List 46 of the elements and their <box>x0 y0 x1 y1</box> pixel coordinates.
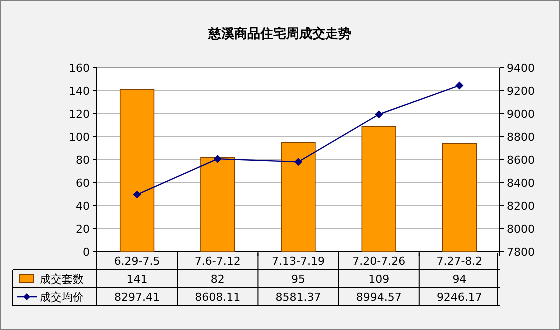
chart-title: 慈溪商品住宅周成交走势 <box>208 26 352 42</box>
data-label: 8994.57 <box>356 291 402 304</box>
point <box>214 155 222 164</box>
data-label: 8608.11 <box>195 291 241 304</box>
data-label: 141 <box>126 273 148 286</box>
point <box>456 82 464 90</box>
point <box>294 158 302 166</box>
y-tick-label: 100 <box>69 131 90 144</box>
y-tick-label: 80 <box>76 154 90 167</box>
y2-tick-label: 9400 <box>507 62 535 75</box>
y-tick-label: 140 <box>69 85 90 98</box>
y-tick-label: 40 <box>76 200 90 213</box>
x-tick-label: 7.27-8.2 <box>436 255 483 268</box>
data-label: 8581.37 <box>276 291 322 304</box>
point <box>133 190 142 199</box>
y-tick-label: 60 <box>76 177 90 190</box>
point <box>375 110 384 119</box>
bar <box>120 89 155 252</box>
y2-tick-label: 8400 <box>507 177 535 190</box>
bar <box>442 144 478 252</box>
data-label: 109 <box>368 273 390 286</box>
y2-tick-label: 8600 <box>507 154 535 167</box>
y-tick-label: 160 <box>69 62 90 75</box>
legend-label: 成交均价 <box>40 291 84 304</box>
y2-tick-label: 8200 <box>507 200 535 213</box>
bar <box>362 126 396 252</box>
y-tick-label: 0 <box>83 246 90 259</box>
data-label: 9246.17 <box>436 291 482 304</box>
data-label: 94 <box>452 273 467 286</box>
y2-tick-label: 9000 <box>507 108 535 121</box>
y2-tick-label: 9200 <box>507 85 535 98</box>
y2-tick-label: 8000 <box>507 223 535 236</box>
data-label: 95 <box>292 273 306 286</box>
data-label: 82 <box>210 273 225 286</box>
x-tick-label: 6.29-7.5 <box>114 255 160 268</box>
y2-tick-label: 8800 <box>507 131 535 144</box>
x-tick-label: 7.13-7.19 <box>272 255 325 268</box>
data-label: 8297.41 <box>114 291 160 304</box>
bar <box>281 142 316 252</box>
y2-tick-label: 7800 <box>507 246 535 259</box>
bar <box>200 157 236 252</box>
y-tick-label: 20 <box>76 223 90 236</box>
legend-label: 成交套数 <box>40 273 84 286</box>
x-tick-label: 7.6-7.12 <box>194 255 241 268</box>
y-tick-label: 120 <box>69 108 90 121</box>
x-tick-label: 7.20-7.26 <box>352 255 406 268</box>
